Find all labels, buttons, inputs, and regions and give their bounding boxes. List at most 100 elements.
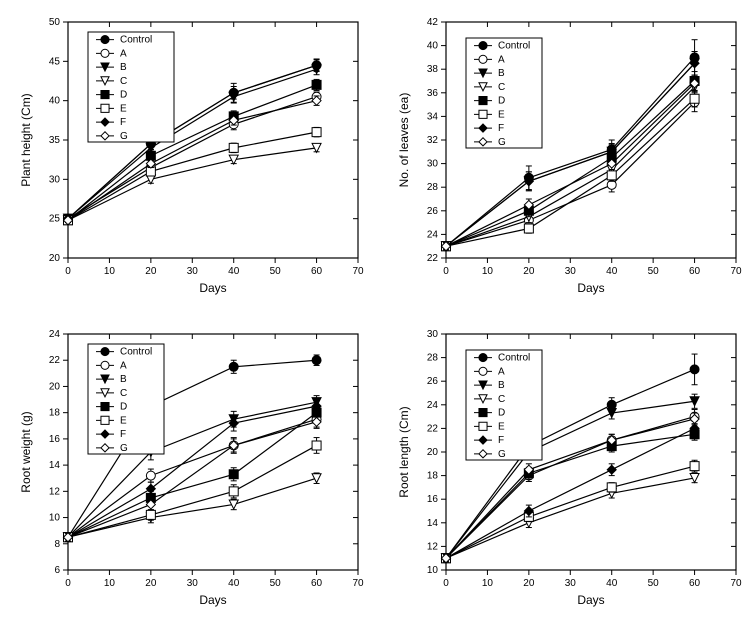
legend-label-C: C — [498, 394, 505, 405]
chart-plant-height: 01020304050607020253035404550DaysPlant h… — [10, 8, 370, 308]
ytick-label: 28 — [427, 353, 439, 364]
x-axis-label: Days — [199, 593, 226, 607]
xtick-label: 40 — [606, 578, 618, 589]
ytick-label: 30 — [427, 329, 439, 340]
xtick-label: 30 — [565, 266, 577, 277]
xtick-label: 40 — [606, 266, 618, 277]
chart-root-weight: 010203040506070681012141618202224DaysRoo… — [10, 320, 370, 620]
xtick-label: 30 — [565, 578, 577, 589]
ytick-label: 8 — [54, 539, 60, 550]
legend-label-E: E — [498, 421, 505, 432]
xtick-label: 40 — [228, 266, 240, 277]
xtick-label: 0 — [65, 578, 71, 589]
ytick-label: 20 — [427, 447, 439, 458]
legend: ControlABCDEFG — [466, 38, 542, 148]
ytick-label: 26 — [427, 376, 439, 387]
legend-label-Control: Control — [120, 35, 152, 46]
legend-label-D: D — [120, 90, 127, 101]
ytick-label: 34 — [427, 111, 439, 122]
ytick-label: 18 — [49, 408, 61, 419]
y-axis-label: Plant height (Cm) — [19, 93, 33, 186]
xtick-label: 0 — [443, 578, 449, 589]
legend: Control ABCDEFG — [466, 350, 542, 460]
xtick-label: 60 — [311, 578, 323, 589]
legend-label-Control: Control — [498, 353, 530, 364]
y-axis-label: No. of leaves (ea) — [397, 93, 411, 188]
legend: ControlABCDEFG — [88, 344, 164, 454]
legend-label-A: A — [498, 366, 505, 377]
xtick-label: 0 — [443, 266, 449, 277]
xtick-label: 30 — [187, 578, 199, 589]
ytick-label: 30 — [427, 159, 439, 170]
x-axis-label: Days — [199, 281, 226, 295]
series-C — [64, 143, 322, 224]
y-axis-label: Root weight (g) — [19, 411, 33, 492]
ytick-label: 40 — [427, 41, 439, 52]
legend-label-C: C — [120, 388, 127, 399]
x-axis-label: Days — [577, 281, 604, 295]
ytick-label: 24 — [427, 400, 439, 411]
ytick-label: 45 — [49, 56, 61, 67]
legend-label-D: D — [120, 402, 127, 413]
xtick-label: 50 — [648, 266, 660, 277]
legend: ControlABCDEFG — [88, 32, 174, 142]
y-axis-label: Root length (Cm) — [397, 406, 411, 497]
legend-label-E: E — [498, 109, 505, 120]
ytick-label: 22 — [427, 253, 439, 264]
legend-label-F: F — [498, 123, 504, 134]
xtick-label: 60 — [689, 578, 701, 589]
ytick-label: 20 — [49, 253, 61, 264]
xtick-label: 70 — [730, 578, 742, 589]
legend-label-F: F — [498, 435, 504, 446]
xtick-label: 20 — [145, 578, 157, 589]
xtick-label: 30 — [187, 266, 199, 277]
xtick-label: 10 — [104, 578, 116, 589]
chart-no-leaves: 0102030405060702224262830323436384042Day… — [388, 8, 748, 308]
ytick-label: 14 — [49, 460, 61, 471]
series-C — [442, 473, 700, 562]
x-axis-label: Days — [577, 593, 604, 607]
legend-label-B: B — [498, 380, 505, 391]
ytick-label: 6 — [54, 565, 60, 576]
ytick-label: 16 — [49, 434, 61, 445]
xtick-label: 50 — [270, 266, 282, 277]
xtick-label: 50 — [270, 578, 282, 589]
legend-label-E: E — [120, 415, 127, 426]
ytick-label: 10 — [427, 565, 439, 576]
xtick-label: 20 — [523, 266, 535, 277]
legend-label-A: A — [120, 360, 127, 371]
legend-label-G: G — [120, 131, 128, 142]
ytick-label: 12 — [427, 541, 439, 552]
ytick-label: 30 — [49, 174, 61, 185]
legend-label-C: C — [120, 76, 127, 87]
ytick-label: 24 — [427, 229, 439, 240]
ytick-label: 18 — [427, 471, 439, 482]
xtick-label: 70 — [730, 266, 742, 277]
ytick-label: 16 — [427, 494, 439, 505]
legend-label-B: B — [498, 68, 505, 79]
legend-label-G: G — [120, 443, 128, 454]
ytick-label: 28 — [427, 182, 439, 193]
ytick-label: 38 — [427, 64, 439, 75]
ytick-label: 25 — [49, 214, 61, 225]
ytick-label: 35 — [49, 135, 61, 146]
legend-label-E: E — [120, 103, 127, 114]
xtick-label: 20 — [523, 578, 535, 589]
legend-label-B: B — [120, 374, 127, 385]
xtick-label: 60 — [311, 266, 323, 277]
xtick-label: 10 — [104, 266, 116, 277]
legend-label-A: A — [120, 48, 127, 59]
ytick-label: 22 — [427, 423, 439, 434]
ytick-label: 32 — [427, 135, 439, 146]
legend-label-Control: Control — [498, 41, 530, 52]
legend-label-Control: Control — [120, 347, 152, 358]
legend-label-G: G — [498, 449, 506, 460]
ytick-label: 10 — [49, 513, 61, 524]
xtick-label: 70 — [352, 266, 364, 277]
ytick-label: 22 — [49, 355, 61, 366]
legend-label-C: C — [498, 82, 505, 93]
legend-label-D: D — [498, 408, 505, 419]
ytick-label: 24 — [49, 329, 61, 340]
ytick-label: 42 — [427, 17, 439, 28]
legend-label-F: F — [120, 117, 126, 128]
